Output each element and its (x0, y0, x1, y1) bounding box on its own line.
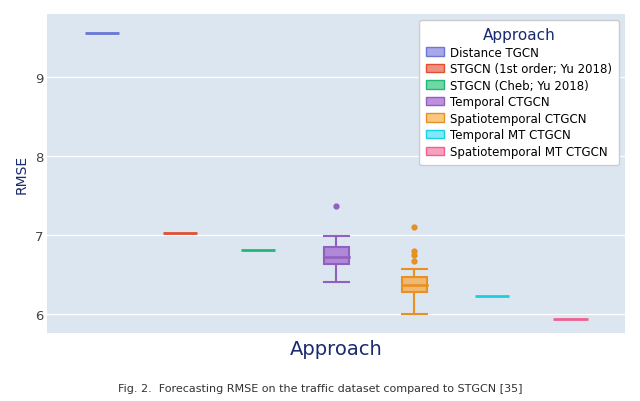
X-axis label: Approach: Approach (290, 339, 383, 358)
Y-axis label: RMSE: RMSE (15, 155, 29, 194)
Text: Fig. 2.  Forecasting RMSE on the traffic dataset compared to STGCN [35]: Fig. 2. Forecasting RMSE on the traffic … (118, 383, 522, 393)
Bar (402, 277, 427, 293)
Bar (324, 247, 349, 264)
Legend: Distance TGCN, STGCN (1st order; Yu 2018), STGCN (Cheb; Yu 2018), Temporal CTGCN: Distance TGCN, STGCN (1st order; Yu 2018… (419, 21, 619, 166)
